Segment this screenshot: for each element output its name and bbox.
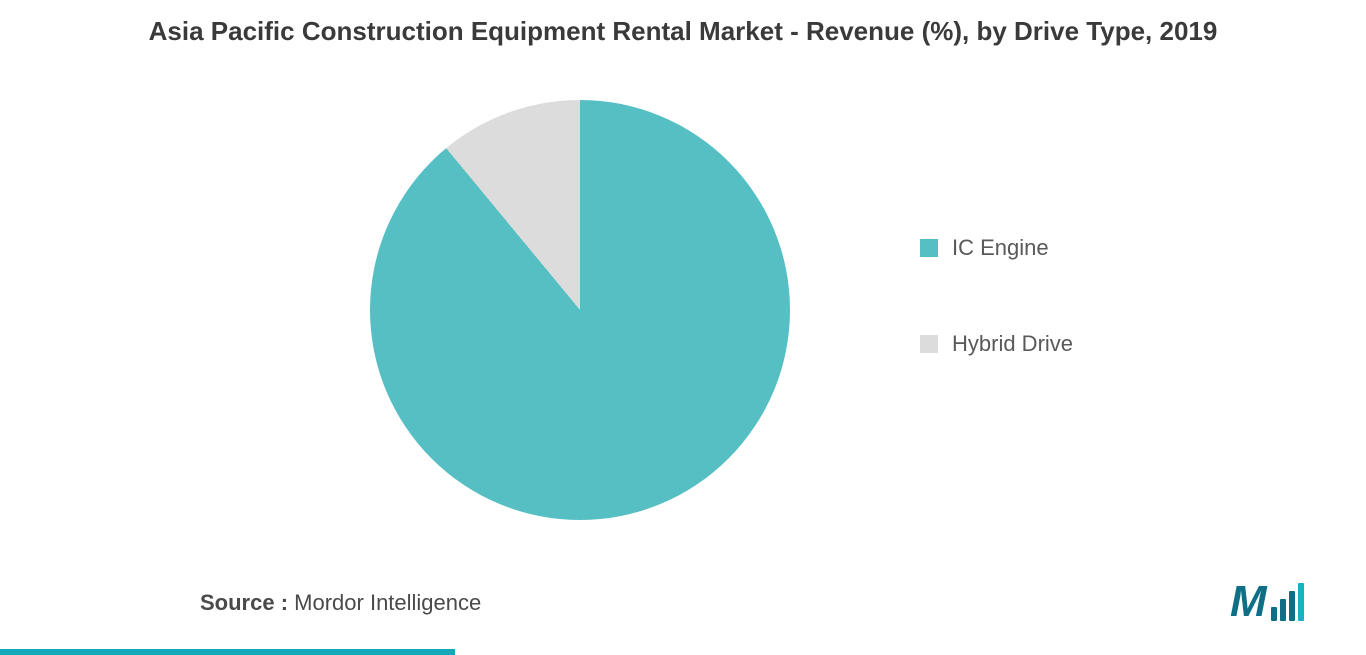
logo-bars-icon	[1271, 583, 1304, 621]
legend-swatch-icon	[920, 335, 938, 353]
chart-canvas: Asia Pacific Construction Equipment Rent…	[0, 0, 1366, 655]
pie-slices	[370, 100, 790, 520]
chart-title: Asia Pacific Construction Equipment Rent…	[50, 16, 1316, 47]
legend-item-hybrid-drive: Hybrid Drive	[920, 331, 1073, 357]
source-line: Source : Mordor Intelligence	[200, 590, 481, 616]
legend: IC Engine Hybrid Drive	[920, 235, 1073, 357]
legend-label: Hybrid Drive	[952, 331, 1073, 357]
accent-bar	[0, 649, 455, 655]
source-label: Source :	[200, 590, 288, 615]
legend-swatch-icon	[920, 239, 938, 257]
brand-logo: M	[1230, 580, 1304, 624]
source-value: Mordor Intelligence	[294, 590, 481, 615]
pie-chart	[370, 100, 790, 520]
legend-item-ic-engine: IC Engine	[920, 235, 1073, 261]
logo-letter: M	[1230, 580, 1265, 624]
legend-label: IC Engine	[952, 235, 1049, 261]
